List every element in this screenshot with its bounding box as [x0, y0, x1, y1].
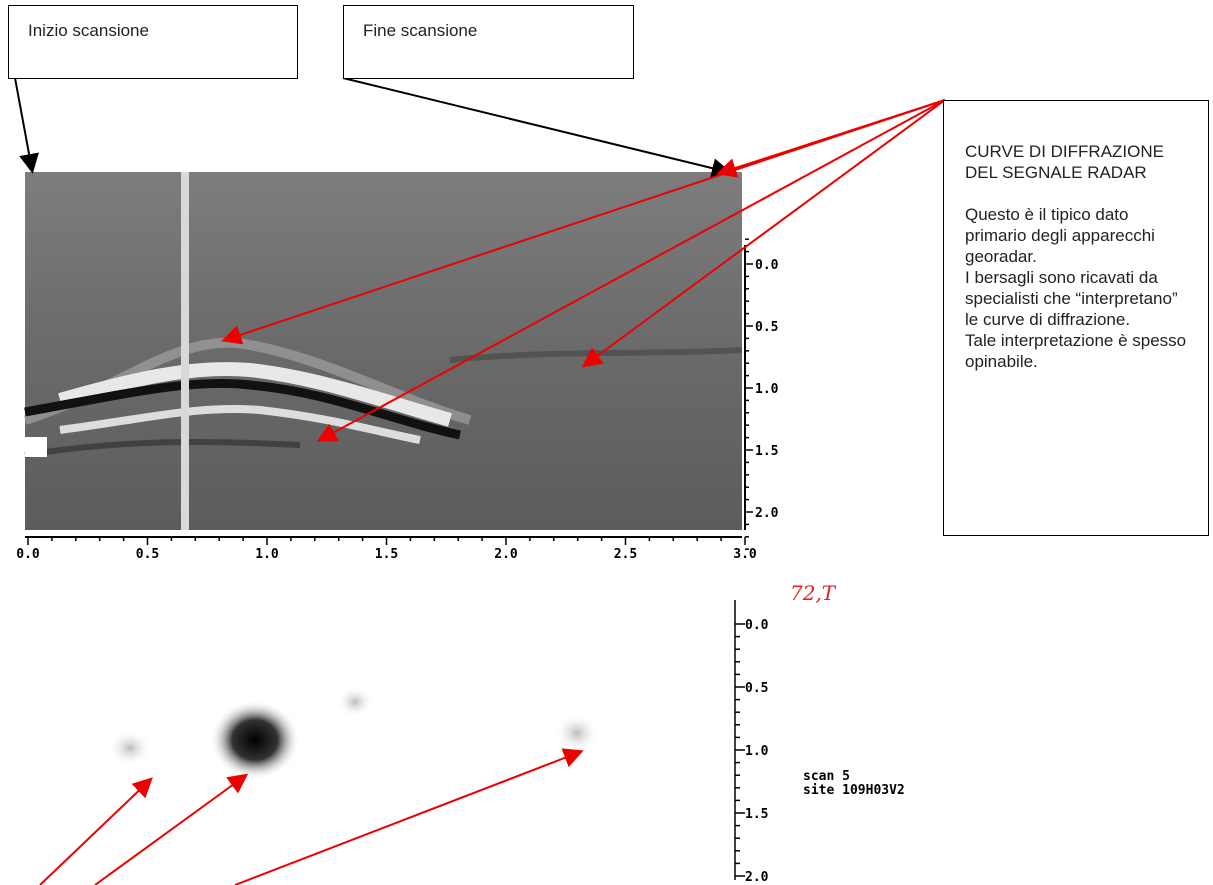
scan-info: scan 5 [803, 769, 850, 784]
x-tick-label: 1.5 [375, 547, 398, 562]
y-tick-label: 1.0 [755, 382, 779, 397]
y-tick-label: 1.0 [745, 744, 769, 759]
callout-text: Inizio scansione [28, 21, 149, 40]
page-body: 72,T scan 5 site 109H03V2 0.0 0.5 1.0 1.5 2.… [0, 0, 1213, 885]
y-tick-label: 1.5 [745, 807, 768, 822]
arrow [40, 780, 150, 885]
note-paragraph: I bersagli sono ricavati da specialisti … [965, 267, 1188, 330]
y-tick-label: 2.0 [745, 870, 769, 885]
y-tick-label: 0.0 [745, 618, 769, 633]
depth-map-image [108, 686, 599, 780]
note-paragraph: Tale interpretazione è spesso opinabile. [965, 330, 1188, 372]
x-tick-label: 1.0 [255, 547, 279, 562]
callout-text: Fine scansione [363, 21, 477, 40]
page: Georadar {"callouts": {"start": "Inizio … [0, 0, 1213, 885]
arrow [343, 78, 728, 172]
start-callout: Inizio scansione [8, 5, 298, 79]
site-info: site 109H03V2 [803, 783, 905, 798]
arrow [15, 78, 32, 170]
x-tick-label: 2.0 [494, 547, 518, 562]
y-tick-label: 2.0 [755, 506, 779, 521]
y-tick-label: 0.5 [755, 320, 778, 335]
y-tick-label: 1.5 [755, 444, 778, 459]
x-tick-label: 2.5 [614, 547, 637, 562]
note-title: CURVE DI DIFFRAZIONE DEL SEGNALE RADAR [965, 141, 1188, 183]
y-tick-label: 0.0 [755, 258, 779, 273]
end-callout: Fine scansione [343, 5, 634, 79]
x-tick-label: 0.5 [136, 547, 159, 562]
y-tick-label: 0.5 [745, 681, 768, 696]
arrow [235, 752, 580, 885]
x-tick-label: 0.0 [16, 547, 40, 562]
note-paragraph: Questo è il tipico dato primario degli a… [965, 204, 1188, 267]
radargram-image [25, 172, 742, 530]
handwritten-note: 72,T [790, 581, 837, 605]
note-callout: CURVE DI DIFFRAZIONE DEL SEGNALE RADAR Q… [943, 100, 1209, 536]
arrow [95, 776, 245, 885]
